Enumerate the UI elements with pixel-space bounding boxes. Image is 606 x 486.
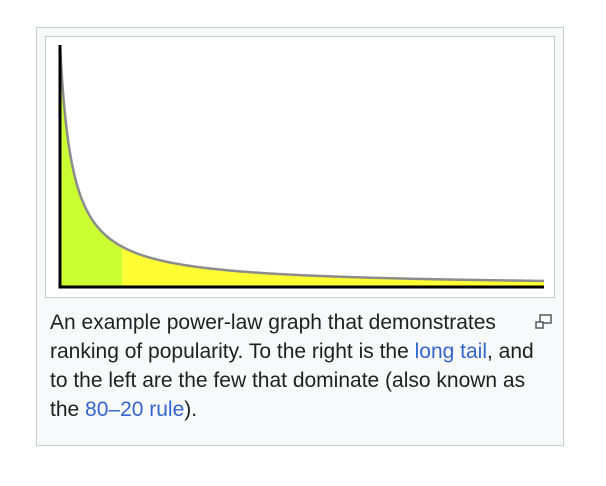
head-area	[60, 45, 123, 287]
figure-image[interactable]	[45, 36, 555, 298]
caption-text-middle: , and to the left are the few that domin…	[50, 340, 534, 421]
power-law-curve	[58, 44, 545, 283]
magnify-clip-icon[interactable]	[533, 312, 555, 334]
figure-thumbnail: An example power-law graph that demonstr…	[36, 27, 564, 446]
long-tail-link[interactable]: long tail	[414, 340, 487, 363]
figure-caption: An example power-law graph that demonstr…	[50, 308, 555, 424]
caption-text-end: ).	[184, 398, 198, 421]
tail-area	[122, 246, 545, 287]
power-law-chart	[58, 44, 545, 289]
80-20-rule-link[interactable]: 80–20 rule	[85, 398, 185, 421]
caption-text-start: An example power-law graph that demonstr…	[50, 311, 496, 363]
